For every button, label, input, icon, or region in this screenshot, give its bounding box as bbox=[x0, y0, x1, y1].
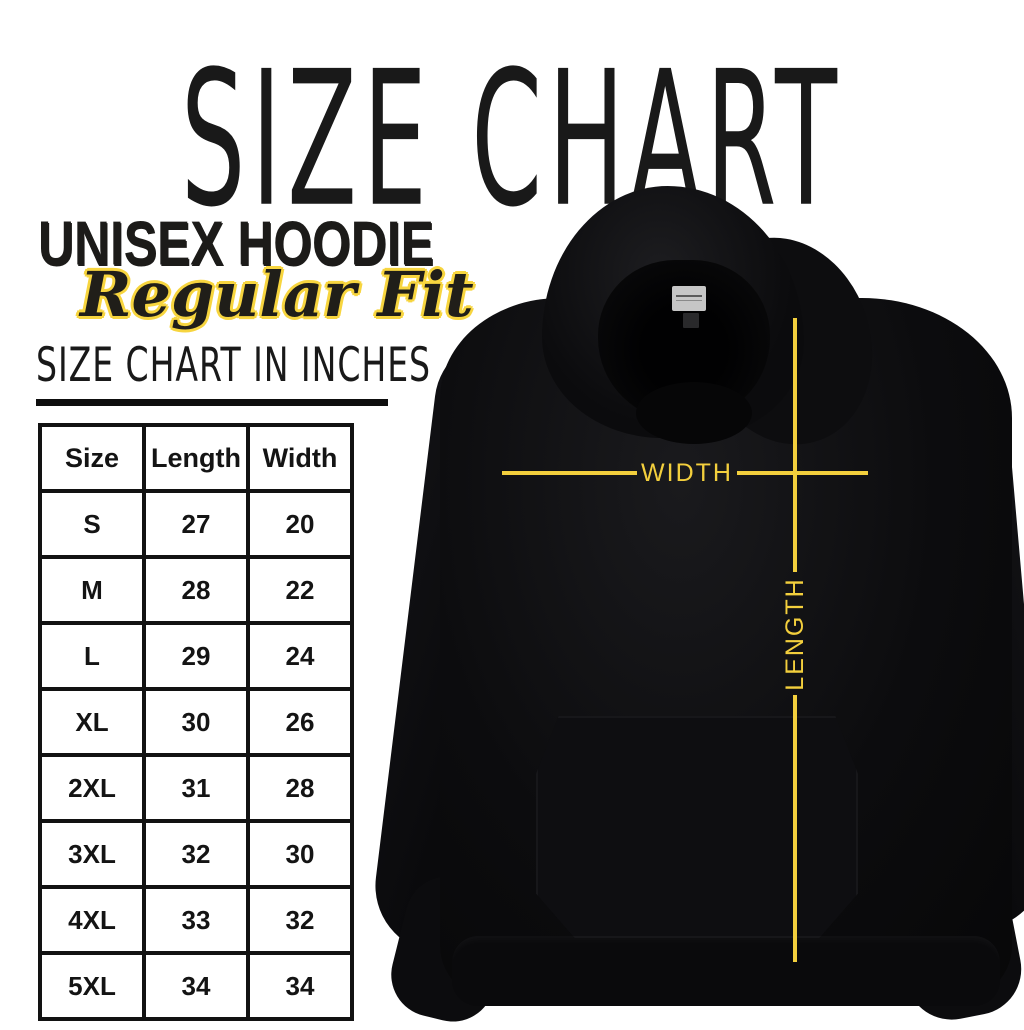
table-cell: 24 bbox=[246, 621, 354, 691]
table-row: 2XL 31 28 bbox=[38, 753, 354, 823]
table-cell: 3XL bbox=[38, 819, 146, 889]
table-header-row: Size Length Width bbox=[38, 423, 354, 493]
table-cell: 28 bbox=[142, 555, 250, 625]
width-label: WIDTH bbox=[641, 459, 733, 487]
table-cell: 29 bbox=[142, 621, 250, 691]
product-name: UNISEX HOODIE bbox=[38, 209, 434, 279]
table-row: 5XL 34 34 bbox=[38, 951, 354, 1021]
length-line-top bbox=[793, 318, 797, 572]
table-cell: XL bbox=[38, 687, 146, 757]
table-row: M 28 22 bbox=[38, 555, 354, 625]
size-table: Size Length Width S 27 20 M 28 22 L 29 24 XL 30 26 2XL… bbox=[38, 423, 354, 1021]
table-cell: M bbox=[38, 555, 146, 625]
brand-tag-text-line bbox=[676, 295, 702, 297]
table-cell: 26 bbox=[246, 687, 354, 757]
table-cell: 5XL bbox=[38, 951, 146, 1021]
size-tab bbox=[683, 313, 699, 328]
table-cell: 27 bbox=[142, 489, 250, 559]
table-cell: 4XL bbox=[38, 885, 146, 955]
brand-tag-text-line bbox=[676, 300, 702, 301]
table-row: S 27 20 bbox=[38, 489, 354, 559]
table-row: 4XL 33 32 bbox=[38, 885, 354, 955]
table-cell: 32 bbox=[142, 819, 250, 889]
kangaroo-pocket bbox=[536, 716, 858, 938]
table-row: 3XL 32 30 bbox=[38, 819, 354, 889]
length-label: LENGTH bbox=[781, 577, 809, 691]
table-cell: 33 bbox=[142, 885, 250, 955]
neck-shadow bbox=[636, 382, 752, 444]
table-row: L 29 24 bbox=[38, 621, 354, 691]
table-cell: 34 bbox=[246, 951, 354, 1021]
table-heading-text: SIZE CHART IN INCHES bbox=[36, 338, 431, 393]
width-line-right bbox=[737, 471, 868, 475]
hoodie-hem bbox=[452, 936, 1000, 1006]
table-cell: 30 bbox=[142, 687, 250, 757]
table-cell: 20 bbox=[246, 489, 354, 559]
column-header: Size bbox=[38, 423, 146, 493]
table-cell: 28 bbox=[246, 753, 354, 823]
table-cell: 34 bbox=[142, 951, 250, 1021]
table-cell: 30 bbox=[246, 819, 354, 889]
product-fit: Regular Fit bbox=[80, 258, 474, 331]
brand-tag bbox=[672, 286, 706, 311]
table-cell: 32 bbox=[246, 885, 354, 955]
width-line-left bbox=[502, 471, 637, 475]
table-heading: SIZE CHART IN INCHES bbox=[36, 339, 430, 406]
table-cell: 31 bbox=[142, 753, 250, 823]
table-cell: L bbox=[38, 621, 146, 691]
table-cell: 22 bbox=[246, 555, 354, 625]
column-header: Length bbox=[142, 423, 250, 493]
column-header: Width bbox=[246, 423, 354, 493]
length-line-bottom bbox=[793, 695, 797, 962]
table-cell: 2XL bbox=[38, 753, 146, 823]
table-cell: S bbox=[38, 489, 146, 559]
table-row: XL 30 26 bbox=[38, 687, 354, 757]
